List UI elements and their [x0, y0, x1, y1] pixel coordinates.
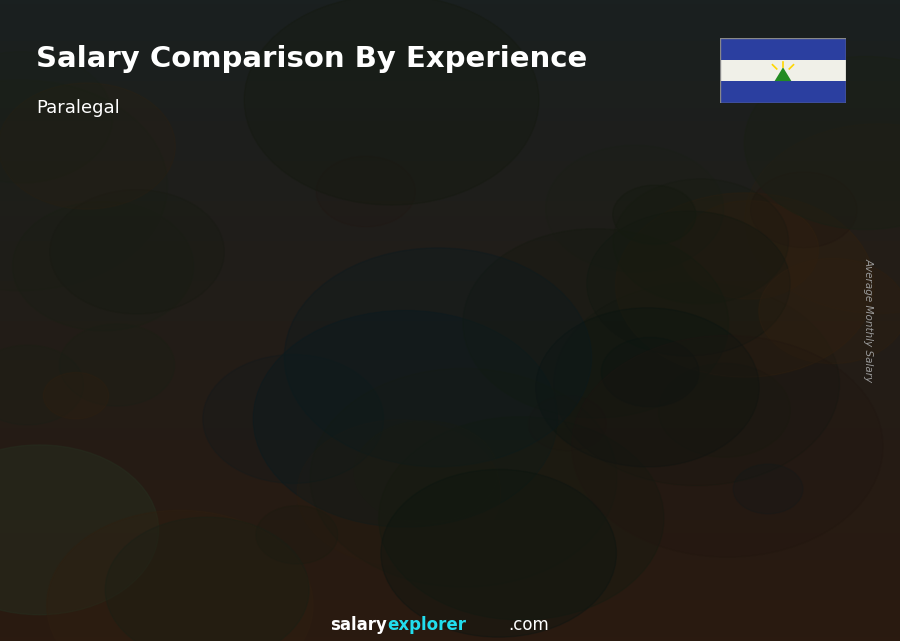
Polygon shape	[593, 171, 688, 184]
Text: +nan%: +nan%	[262, 268, 325, 283]
Text: 0 NIO: 0 NIO	[750, 76, 790, 89]
Circle shape	[0, 345, 84, 425]
Text: +nan%: +nan%	[525, 112, 588, 126]
Circle shape	[528, 395, 606, 451]
Circle shape	[745, 124, 900, 313]
Text: 0 NIO: 0 NIO	[356, 303, 397, 316]
Polygon shape	[68, 469, 148, 554]
Text: 20+ Years: 20+ Years	[724, 583, 807, 598]
Text: Paralegal: Paralegal	[36, 99, 120, 117]
Bar	[720, 38, 846, 60]
Text: +nan%: +nan%	[656, 33, 719, 48]
Polygon shape	[462, 247, 556, 260]
Circle shape	[545, 146, 724, 272]
Circle shape	[316, 156, 415, 227]
Polygon shape	[724, 108, 806, 554]
Polygon shape	[330, 322, 425, 335]
Circle shape	[202, 354, 383, 483]
Circle shape	[59, 324, 175, 406]
Circle shape	[759, 258, 900, 363]
Polygon shape	[806, 95, 819, 554]
Circle shape	[0, 80, 167, 290]
Text: explorer: explorer	[387, 616, 466, 634]
Circle shape	[105, 517, 309, 641]
Circle shape	[50, 190, 224, 314]
Text: < 2 Years: < 2 Years	[71, 583, 148, 598]
Polygon shape	[593, 184, 674, 554]
Text: 0 NIO: 0 NIO	[93, 436, 134, 449]
Circle shape	[463, 229, 729, 418]
Circle shape	[613, 179, 788, 304]
Circle shape	[355, 421, 498, 523]
Circle shape	[0, 445, 158, 615]
Text: salary: salary	[330, 616, 387, 634]
Circle shape	[47, 510, 313, 641]
Circle shape	[310, 369, 616, 587]
Circle shape	[616, 193, 874, 377]
Polygon shape	[68, 455, 162, 469]
Polygon shape	[543, 247, 556, 554]
Text: 5 to 10: 5 to 10	[343, 583, 401, 598]
Circle shape	[381, 469, 616, 637]
Circle shape	[256, 506, 338, 564]
Text: 0 NIO: 0 NIO	[224, 379, 266, 392]
Circle shape	[744, 56, 900, 229]
Circle shape	[587, 211, 790, 356]
Polygon shape	[724, 95, 819, 108]
Circle shape	[244, 0, 539, 205]
Polygon shape	[199, 411, 280, 554]
Polygon shape	[462, 260, 543, 554]
Text: 0 NIO: 0 NIO	[618, 151, 660, 165]
Circle shape	[680, 201, 819, 299]
Bar	[720, 60, 846, 81]
Circle shape	[572, 335, 883, 557]
Circle shape	[379, 417, 664, 620]
Polygon shape	[330, 335, 411, 554]
Text: +nan%: +nan%	[130, 346, 194, 362]
Circle shape	[284, 248, 591, 467]
Polygon shape	[411, 322, 425, 554]
Polygon shape	[674, 171, 688, 554]
Text: Average Monthly Salary: Average Monthly Salary	[863, 258, 874, 383]
Circle shape	[253, 310, 557, 527]
Circle shape	[13, 202, 193, 331]
Circle shape	[536, 308, 760, 467]
Text: 2 to 5: 2 to 5	[217, 583, 265, 598]
Circle shape	[554, 282, 840, 486]
Bar	[720, 81, 846, 103]
Text: 10 to 15: 10 to 15	[469, 583, 537, 598]
Circle shape	[297, 420, 501, 565]
Text: .com: .com	[508, 616, 549, 634]
Polygon shape	[148, 455, 162, 554]
Circle shape	[0, 83, 176, 209]
Circle shape	[613, 185, 696, 244]
Polygon shape	[199, 398, 293, 411]
Circle shape	[0, 52, 112, 183]
Circle shape	[659, 363, 790, 457]
Polygon shape	[280, 398, 293, 554]
Circle shape	[601, 337, 699, 407]
Circle shape	[751, 172, 857, 247]
Polygon shape	[775, 67, 791, 81]
Text: 0 NIO: 0 NIO	[487, 227, 528, 240]
Circle shape	[43, 372, 109, 419]
Text: +nan%: +nan%	[393, 190, 456, 204]
Circle shape	[734, 464, 803, 514]
Text: 15 to 20: 15 to 20	[600, 583, 669, 598]
Text: Salary Comparison By Experience: Salary Comparison By Experience	[36, 45, 587, 73]
